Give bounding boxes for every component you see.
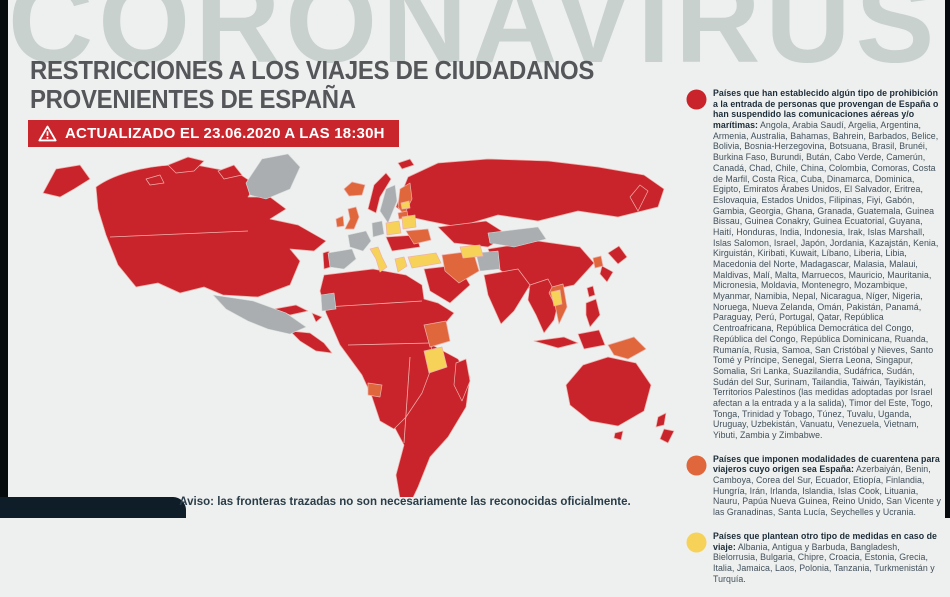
- map-region-ukraine: [405, 228, 432, 245]
- map-region-alaska: [42, 164, 91, 198]
- map-region-africa: [319, 268, 455, 430]
- legend-heading-quarantine: Países que imponen modalidades de cuaren…: [713, 453, 940, 475]
- legend-item-quarantine: Países que imponen modalidades de cuaren…: [686, 454, 942, 518]
- map-region-spain: [327, 248, 357, 270]
- background-word: CORONAVIRUS: [8, 0, 940, 88]
- map-region-greece: [394, 256, 408, 273]
- map-region-svalbard: [397, 158, 415, 170]
- left-edge-bar: [0, 0, 8, 518]
- infographic-page: { "background_word": "CORONAVIRUS", "hea…: [0, 0, 950, 584]
- map-region-uk: [344, 206, 360, 230]
- map-region-estonia: [400, 200, 411, 210]
- legend-text-other-measures: Países que plantean otro tipo de medidas…: [713, 531, 942, 584]
- map-border-africa-central: [347, 342, 431, 346]
- map-region-germany: [371, 220, 385, 238]
- map-region-canadian-arctic: [145, 156, 243, 186]
- updated-badge: ACTUALIZADO EL 23.06.2020 A LAS 18:30H: [28, 120, 399, 147]
- page-title: RESTRICCIONES A LOS VIAJES DE CIUDADANOS…: [30, 55, 595, 115]
- map-region-papua-new-guinea: [607, 336, 647, 360]
- map-border-brazil: [403, 356, 411, 444]
- map-region-kamchatka: [629, 184, 649, 212]
- map-region-mongolia: [487, 226, 547, 248]
- map-region-ethiopia: [423, 320, 451, 348]
- legend-bullet-orange-circle: [686, 455, 707, 476]
- legend-item-other-measures: Países que plantean otro tipo de medidas…: [686, 531, 942, 584]
- map-region-turkey: [407, 252, 442, 269]
- legend-countries-other-measures: Albania, Antigua y Barbuda, Bangladesh, …: [713, 541, 935, 584]
- map-region-madagascar: [453, 358, 471, 402]
- map-region-france: [347, 230, 372, 252]
- legend-text-quarantine: Países que imponen modalidades de cuaren…: [713, 454, 942, 518]
- map-region-italy: [369, 246, 388, 273]
- map-region-iceland: [343, 181, 366, 197]
- legend-bullet-yellow-circle: [686, 532, 707, 553]
- map-region-belarus: [401, 214, 417, 230]
- legend-text-prohibition: Países que han establecido algún tipo de…: [713, 88, 942, 441]
- world-map-svg: [42, 153, 675, 505]
- legend-item-prohibition: Países que han establecido algún tipo de…: [686, 88, 942, 441]
- map-region-australia: [565, 356, 652, 427]
- map-region-poland: [385, 220, 402, 236]
- map-region-norway: [367, 172, 392, 214]
- map-region-sweden: [379, 184, 398, 224]
- map-region-ireland: [335, 215, 345, 228]
- map-region-central-america: [289, 330, 333, 354]
- legend-countries-quarantine: Azerbaiyán, Benin, Camboya, Corea del Su…: [713, 464, 941, 518]
- map-region-taiwan: [586, 285, 596, 298]
- map-region-south-korea: [592, 255, 604, 269]
- map-region-tanzania: [423, 346, 448, 374]
- legend: Países que han establecido algún tipo de…: [686, 88, 942, 597]
- map-region-tasmania: [613, 430, 624, 441]
- legend-bullet-red-circle: [686, 89, 707, 110]
- map-region-mexico: [212, 294, 307, 335]
- map-region-russia: [395, 158, 665, 228]
- map-region-japan: [599, 245, 628, 283]
- page-title-line2: PROVENIENTES DE ESPAÑA: [30, 84, 356, 115]
- bottom-left-panel: [0, 497, 186, 518]
- updated-badge-label: ACTUALIZADO EL 23.06.2020 A LAS 18:30H: [65, 125, 385, 142]
- map-region-philippines: [585, 298, 601, 328]
- warning-icon: [38, 125, 57, 142]
- page-title-line1: RESTRICCIONES A LOS VIAJES DE CIUDADANOS: [30, 55, 595, 85]
- map-region-greenland: [245, 153, 301, 200]
- footer-note: Aviso: las fronteras trazadas no son nec…: [179, 496, 631, 508]
- map-region-ecuador: [367, 382, 383, 398]
- map-region-western-sahara: [320, 292, 337, 312]
- map-border-sahara: [325, 300, 423, 308]
- legend-heading-prohibition: Países que han establecido algún tipo de…: [713, 88, 939, 131]
- map-region-laos: [550, 289, 563, 307]
- map-border-us-canada: [109, 230, 249, 238]
- map-region-new-zealand: [655, 412, 675, 444]
- legend-countries-prohibition: Angola, Arabia Saudí, Argelia, Argentina…: [713, 120, 939, 440]
- map-region-turkmenistan: [459, 244, 484, 259]
- world-map: [18, 145, 686, 505]
- right-edge-bar: [945, 0, 950, 518]
- map-region-india: [483, 268, 531, 325]
